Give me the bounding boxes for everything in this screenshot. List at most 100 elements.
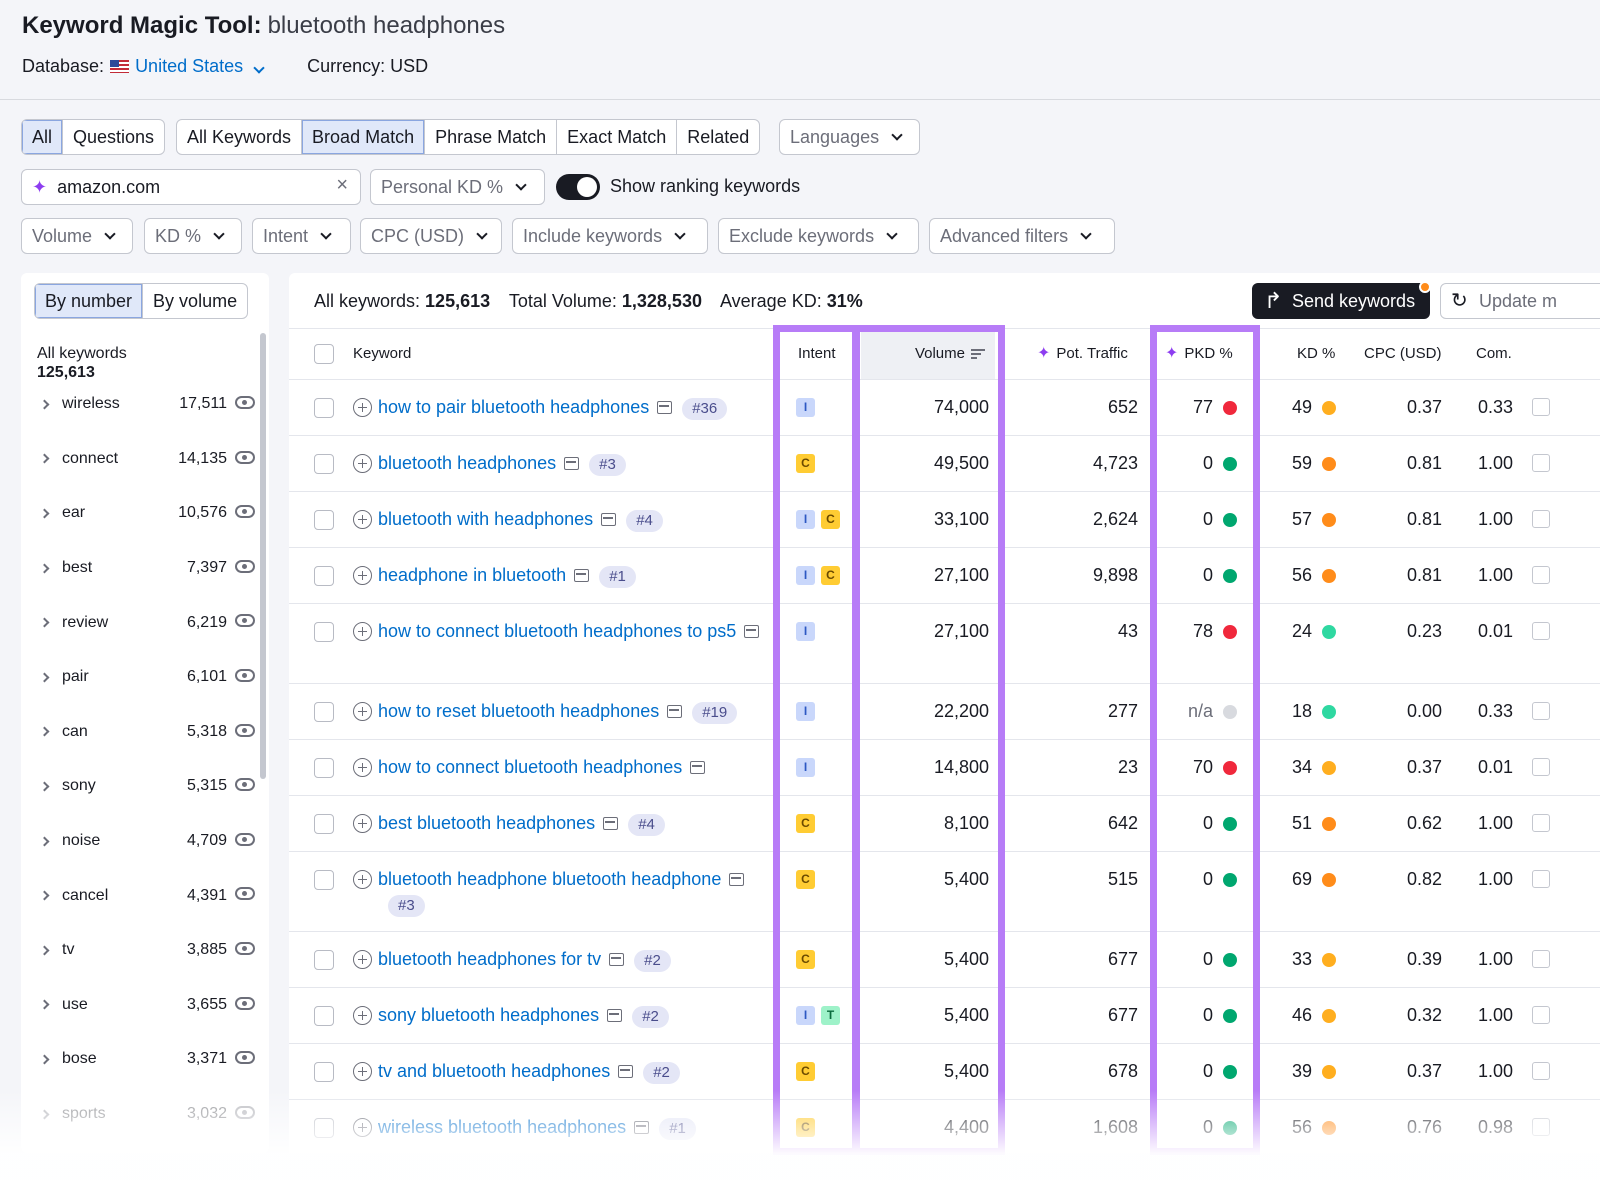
copy-icon[interactable] (1532, 758, 1550, 776)
add-to-list-icon[interactable] (353, 950, 372, 969)
domain-input[interactable]: ✦ amazon.com × (21, 169, 361, 205)
copy-icon[interactable] (1532, 566, 1550, 584)
add-to-list-icon[interactable] (353, 622, 372, 641)
eye-icon[interactable] (235, 778, 255, 792)
database-selector[interactable]: United States (135, 56, 265, 77)
keyword-link[interactable]: tv and bluetooth headphones #2 (353, 1059, 773, 1084)
add-to-list-icon[interactable] (353, 510, 372, 529)
serp-icon[interactable] (744, 625, 760, 638)
keyword-link[interactable]: bluetooth headphones for tv #2 (353, 947, 773, 972)
serp-icon[interactable] (609, 953, 625, 966)
add-to-list-icon[interactable] (353, 758, 372, 777)
exclude-keywords-dropdown[interactable]: Exclude keywords (718, 218, 919, 254)
sidebar-group-item[interactable]: tv 3,885 (21, 923, 269, 978)
col-keyword[interactable]: Keyword (353, 345, 412, 362)
eye-icon[interactable] (235, 941, 255, 955)
copy-icon[interactable] (1532, 702, 1550, 720)
row-checkbox[interactable] (314, 702, 334, 722)
row-checkbox[interactable] (314, 454, 334, 474)
tab-by-volume[interactable]: By volume (153, 291, 238, 311)
row-checkbox[interactable] (314, 1006, 334, 1026)
keyword-link[interactable]: how to reset bluetooth headphones #19 (353, 699, 773, 724)
add-to-list-icon[interactable] (353, 870, 372, 889)
copy-icon[interactable] (1532, 814, 1550, 832)
serp-icon[interactable] (657, 401, 673, 414)
col-cpc[interactable]: CPC (USD) (1364, 345, 1442, 362)
tab-broad-match[interactable]: Broad Match (302, 120, 426, 154)
sidebar-group-item[interactable]: best 7,397 (21, 541, 269, 596)
add-to-list-icon[interactable] (353, 702, 372, 721)
keyword-link[interactable]: how to pair bluetooth headphones #36 (353, 395, 773, 420)
add-to-list-icon[interactable] (353, 566, 372, 585)
keyword-link[interactable]: bluetooth with headphones #4 (353, 507, 773, 532)
serp-icon[interactable] (618, 1065, 634, 1078)
col-pkd[interactable]: ✦ PKD % (1165, 345, 1233, 362)
serp-icon[interactable] (564, 457, 580, 470)
sidebar-group-item[interactable]: use 3,655 (21, 978, 269, 1033)
sidebar-group-item[interactable]: connect 14,135 (21, 432, 269, 487)
keyword-link[interactable]: bluetooth headphones #3 (353, 451, 773, 476)
intent-dropdown[interactable]: Intent (252, 218, 351, 254)
tab-by-number[interactable]: By number (35, 284, 144, 318)
eye-icon[interactable] (235, 723, 255, 737)
eye-icon[interactable] (235, 450, 255, 464)
eye-icon[interactable] (235, 996, 255, 1010)
eye-icon[interactable] (235, 1051, 255, 1065)
row-checkbox[interactable] (314, 758, 334, 778)
tab-related[interactable]: Related (687, 127, 750, 147)
copy-icon[interactable] (1532, 1006, 1550, 1024)
row-checkbox[interactable] (314, 398, 334, 418)
keyword-link[interactable]: bluetooth headphone bluetooth headphone#… (353, 867, 773, 917)
eye-icon[interactable] (235, 396, 255, 409)
keyword-link[interactable]: sony bluetooth headphones #2 (353, 1003, 773, 1028)
col-volume[interactable]: Volume (861, 329, 995, 379)
serp-icon[interactable] (607, 1009, 623, 1022)
keyword-link[interactable]: best bluetooth headphones #4 (353, 811, 773, 836)
sidebar-group-item[interactable]: ear 10,576 (21, 486, 269, 541)
sidebar-group-item[interactable]: wireless 17,511 (21, 377, 269, 432)
sidebar-group-item[interactable]: can 5,318 (21, 705, 269, 760)
copy-icon[interactable] (1532, 454, 1550, 472)
cpc-dropdown[interactable]: CPC (USD) (360, 218, 502, 254)
serp-icon[interactable] (603, 817, 619, 830)
eye-icon[interactable] (235, 505, 255, 519)
add-to-list-icon[interactable] (353, 1062, 372, 1081)
select-all-checkbox[interactable] (314, 344, 334, 364)
serp-icon[interactable] (729, 873, 745, 886)
serp-icon[interactable] (574, 569, 590, 582)
tab-phrase-match[interactable]: Phrase Match (425, 120, 558, 154)
tab-questions[interactable]: Questions (73, 127, 155, 147)
copy-icon[interactable] (1532, 510, 1550, 528)
add-to-list-icon[interactable] (353, 814, 372, 833)
tab-all[interactable]: All (22, 120, 64, 154)
copy-icon[interactable] (1532, 398, 1550, 416)
row-checkbox[interactable] (314, 814, 334, 834)
keyword-link[interactable]: how to connect bluetooth headphones (353, 755, 773, 780)
serp-icon[interactable] (690, 761, 706, 774)
sidebar-group-item[interactable]: bose 3,371 (21, 1032, 269, 1087)
update-metrics-button[interactable]: Update m (1440, 283, 1600, 319)
copy-icon[interactable] (1532, 622, 1550, 640)
copy-icon[interactable] (1532, 1062, 1550, 1080)
add-to-list-icon[interactable] (353, 454, 372, 473)
volume-dropdown[interactable]: Volume (21, 218, 133, 254)
row-checkbox[interactable] (314, 566, 334, 586)
sidebar-all-keywords[interactable]: All keywords 125,613 (37, 345, 253, 381)
kd-dropdown[interactable]: KD % (144, 218, 242, 254)
send-keywords-button[interactable]: Send keywords (1252, 283, 1430, 319)
sidebar-group-item[interactable]: cancel 4,391 (21, 868, 269, 923)
col-com[interactable]: Com. (1476, 345, 1512, 362)
copy-icon[interactable] (1532, 950, 1550, 968)
sidebar-group-item[interactable]: review 6,219 (21, 595, 269, 650)
add-to-list-icon[interactable] (353, 398, 372, 417)
serp-icon[interactable] (601, 513, 617, 526)
keyword-link[interactable]: headphone in bluetooth #1 (353, 563, 773, 588)
personal-kd-dropdown[interactable]: Personal KD % (370, 169, 545, 205)
eye-icon[interactable] (235, 668, 255, 682)
eye-icon[interactable] (235, 832, 255, 846)
clear-icon[interactable]: × (336, 174, 348, 196)
sidebar-group-item[interactable]: sony 5,315 (21, 759, 269, 814)
sidebar-scrollbar[interactable] (260, 333, 266, 779)
sidebar-group-item[interactable]: noise 4,709 (21, 814, 269, 869)
eye-icon[interactable] (235, 614, 255, 628)
